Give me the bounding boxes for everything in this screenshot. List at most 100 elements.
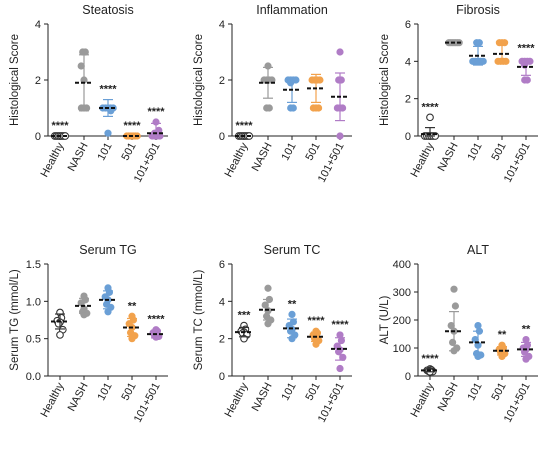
y-axis-title: Histological Score (379, 34, 391, 126)
y-tick-label: 6 (405, 19, 411, 31)
data-point (104, 129, 112, 137)
data-point (316, 76, 324, 84)
significance-label: **** (307, 315, 325, 327)
panel-title: ALT (467, 243, 489, 257)
panel-title: Steatosis (82, 3, 133, 17)
series-101 (469, 322, 487, 361)
series-101: ** (283, 298, 301, 343)
series-Healthy: **** (50, 120, 69, 140)
y-tick-label: 0 (219, 131, 225, 143)
series-501 (307, 73, 325, 112)
y-tick-label: 2 (219, 75, 225, 87)
x-tick-label: 101 (95, 381, 114, 403)
data-point (264, 320, 272, 328)
data-point (450, 285, 458, 293)
series-NASH (445, 285, 463, 355)
x-tick-label: 501 (489, 381, 508, 403)
significance-label: **** (235, 120, 253, 132)
y-tick-label: 0.5 (26, 334, 41, 346)
data-point (451, 302, 460, 310)
data-point (264, 284, 272, 292)
data-point (104, 308, 112, 316)
series-NASH (75, 292, 93, 319)
y-axis-title: Histological Score (193, 34, 205, 126)
significance-label: **** (331, 319, 349, 331)
y-tick-label: 2 (35, 75, 41, 87)
x-tick-label: Healthy (409, 140, 437, 179)
data-point (287, 79, 295, 87)
y-axis-title: Serum TG (mmol/L) (9, 269, 21, 371)
significance-label: **** (421, 353, 439, 365)
data-point (449, 338, 457, 347)
x-tick-label: Healthy (223, 380, 251, 419)
series-501: ** (493, 329, 511, 361)
y-tick-label: 2 (219, 334, 225, 346)
panel-title: Serum TG (79, 243, 136, 257)
data-point (523, 76, 531, 84)
significance-label: **** (51, 120, 69, 132)
x-tick-label: 501 (119, 381, 138, 403)
y-axis-title: ALT (U/L) (379, 295, 391, 344)
panel-title: Serum TC (264, 243, 321, 257)
data-point (336, 48, 344, 56)
y-tick-label: 0 (219, 371, 225, 383)
significance-label: **** (123, 120, 141, 132)
x-tick-label: NASH (250, 141, 275, 174)
series-Healthy: **** (234, 120, 253, 140)
x-tick-label: Healthy (223, 140, 251, 179)
data-point (288, 310, 296, 319)
data-point (336, 132, 344, 140)
x-tick-label: 501 (303, 381, 322, 403)
series-NASH (75, 48, 93, 112)
significance-label: ** (522, 324, 531, 336)
data-point (336, 364, 344, 373)
series-Healthy: *** (235, 310, 253, 343)
x-tick-label: NASH (66, 381, 91, 414)
significance-label: **** (99, 84, 117, 96)
y-tick-label: 4 (219, 19, 225, 31)
x-tick-label: 501 (119, 141, 138, 163)
y-tick-label: 100 (393, 343, 411, 355)
y-tick-label: 0.0 (26, 371, 41, 383)
series-501 (493, 39, 511, 65)
series-NASH (259, 284, 277, 328)
y-tick-label: 4 (35, 19, 41, 31)
y-tick-label: 300 (393, 287, 411, 299)
data-point (265, 104, 273, 112)
significance-label: ** (288, 298, 297, 310)
y-tick-label: 0 (405, 371, 411, 383)
data-point (475, 39, 483, 47)
x-tick-label: NASH (66, 141, 91, 174)
series-101 (283, 76, 301, 112)
x-tick-label: NASH (436, 141, 461, 174)
y-tick-label: 4 (405, 56, 411, 68)
y-tick-label: 0 (35, 131, 41, 143)
x-tick-label: 101 (465, 141, 484, 163)
panel-inflammation: Inflammation Histological Score 0 2 4 Healthy… (193, 3, 352, 184)
x-tick-label: 501 (303, 141, 322, 163)
x-tick-label: Healthy (39, 380, 67, 419)
series-101+501: **** (517, 43, 535, 84)
significance-label: ** (498, 329, 507, 341)
y-tick-label: 1.5 (26, 259, 41, 271)
series-101+501 (331, 48, 349, 140)
series-101: **** (99, 84, 117, 137)
data-point (479, 57, 487, 65)
series-101+501: **** (147, 314, 165, 341)
x-tick-label: Healthy (409, 380, 437, 419)
x-tick-label: 101 (465, 381, 484, 403)
y-tick-label: 2 (405, 94, 411, 106)
series-501: **** (123, 120, 141, 140)
y-tick-label: 4 (219, 296, 225, 308)
significance-label: **** (147, 106, 165, 118)
series-501: **** (307, 315, 325, 348)
series-101 (99, 284, 117, 316)
x-tick-label: 501 (489, 141, 508, 163)
panel-fibrosis: Fibrosis Histological Score 0 2 4 6 Healthy NAS… (379, 3, 538, 184)
x-tick-label: NASH (436, 381, 461, 414)
y-tick-label: 1.0 (26, 296, 41, 308)
y-tick-label: 0 (405, 131, 411, 143)
panel-serum-tg: Serum TG Serum TG (mmol/L) 0.0 0.5 1.0 1.5 Hea… (9, 243, 168, 424)
significance-label: **** (147, 314, 165, 326)
